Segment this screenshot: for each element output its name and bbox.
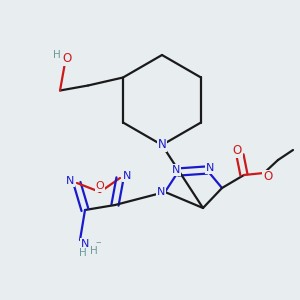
Text: H: H	[79, 248, 87, 258]
Text: N: N	[172, 165, 180, 175]
Text: O: O	[232, 145, 242, 158]
Text: –: –	[95, 237, 101, 247]
Text: H: H	[53, 50, 61, 59]
Text: N: N	[81, 239, 89, 249]
Text: O: O	[263, 170, 273, 184]
Text: N: N	[123, 171, 131, 181]
Text: H: H	[90, 246, 98, 256]
Text: N: N	[66, 176, 74, 186]
Text: N: N	[158, 139, 166, 152]
Text: N: N	[157, 187, 165, 197]
Text: O: O	[62, 52, 72, 65]
Text: O: O	[96, 181, 104, 191]
Text: N: N	[206, 163, 214, 173]
